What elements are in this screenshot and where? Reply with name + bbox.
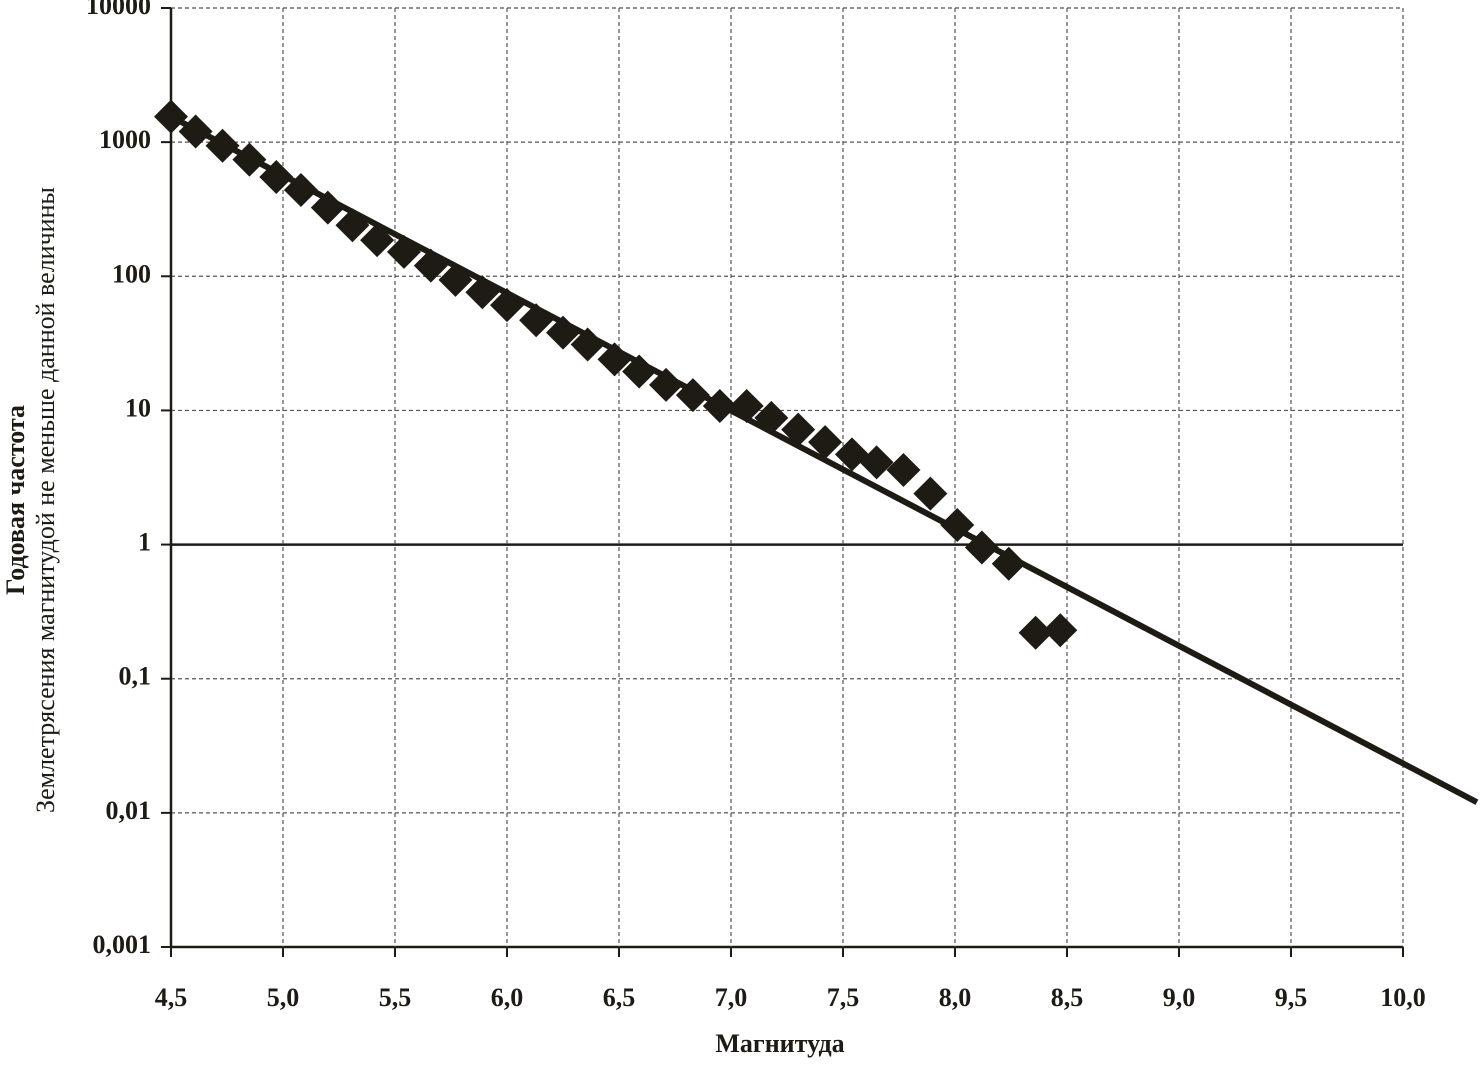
x-tick-label: 10,0 bbox=[1380, 983, 1426, 1012]
point bbox=[154, 99, 188, 134]
x-tick-label: 6,0 bbox=[491, 983, 524, 1012]
point bbox=[597, 342, 632, 377]
y-tick-label: 1 bbox=[138, 528, 151, 557]
x-tick-label: 8,0 bbox=[939, 983, 972, 1012]
point bbox=[991, 546, 1026, 581]
point bbox=[808, 425, 843, 460]
point bbox=[465, 275, 500, 310]
x-tick-label: 5,5 bbox=[379, 983, 412, 1012]
point bbox=[546, 315, 580, 350]
point bbox=[570, 327, 605, 362]
y-axis-subtitle: Землетрясения магнитудой не меньше данно… bbox=[31, 187, 60, 813]
y-tick-label: 100 bbox=[112, 259, 151, 288]
point bbox=[622, 354, 657, 389]
x-tick-label: 6,5 bbox=[603, 983, 636, 1012]
y-tick-label: 0,1 bbox=[119, 662, 152, 691]
x-tick-label: 7,0 bbox=[715, 983, 748, 1012]
x-tick-label: 7,5 bbox=[827, 983, 860, 1012]
x-tick-label: 9,5 bbox=[1275, 983, 1308, 1012]
y-tick-label: 0,01 bbox=[106, 796, 152, 825]
x-axis-title: Магнитуда bbox=[715, 1029, 844, 1058]
y-axis-title: Годовая частота bbox=[1, 405, 30, 595]
point bbox=[1018, 615, 1053, 650]
point bbox=[490, 288, 524, 323]
point bbox=[940, 507, 975, 542]
point bbox=[259, 159, 294, 194]
y-tick-label: 0,001 bbox=[93, 930, 152, 959]
point bbox=[386, 234, 421, 269]
x-tick-label: 8,5 bbox=[1051, 983, 1084, 1012]
point bbox=[283, 172, 318, 207]
point bbox=[702, 388, 737, 423]
point bbox=[649, 367, 684, 402]
x-tick-label: 5,0 bbox=[267, 983, 300, 1012]
point bbox=[232, 142, 267, 177]
x-tick-label: 9,0 bbox=[1163, 983, 1196, 1012]
y-tick-label: 10 bbox=[125, 393, 151, 422]
point bbox=[781, 412, 816, 447]
y-tick-label: 1000 bbox=[99, 125, 151, 154]
point bbox=[675, 378, 710, 413]
point bbox=[519, 303, 554, 338]
x-tick-label: 4,5 bbox=[155, 983, 188, 1012]
point bbox=[335, 208, 370, 243]
fit-line bbox=[169, 113, 1479, 805]
point bbox=[413, 248, 448, 283]
point bbox=[205, 128, 240, 163]
point bbox=[913, 476, 948, 511]
point bbox=[438, 262, 473, 297]
point bbox=[859, 445, 894, 480]
point bbox=[886, 452, 921, 487]
point bbox=[754, 400, 789, 435]
point bbox=[1043, 613, 1078, 648]
point bbox=[310, 190, 345, 225]
point bbox=[964, 530, 999, 565]
y-tick-label: 10000 bbox=[86, 0, 151, 20]
point bbox=[178, 114, 213, 149]
point bbox=[729, 388, 764, 423]
point bbox=[360, 223, 395, 258]
